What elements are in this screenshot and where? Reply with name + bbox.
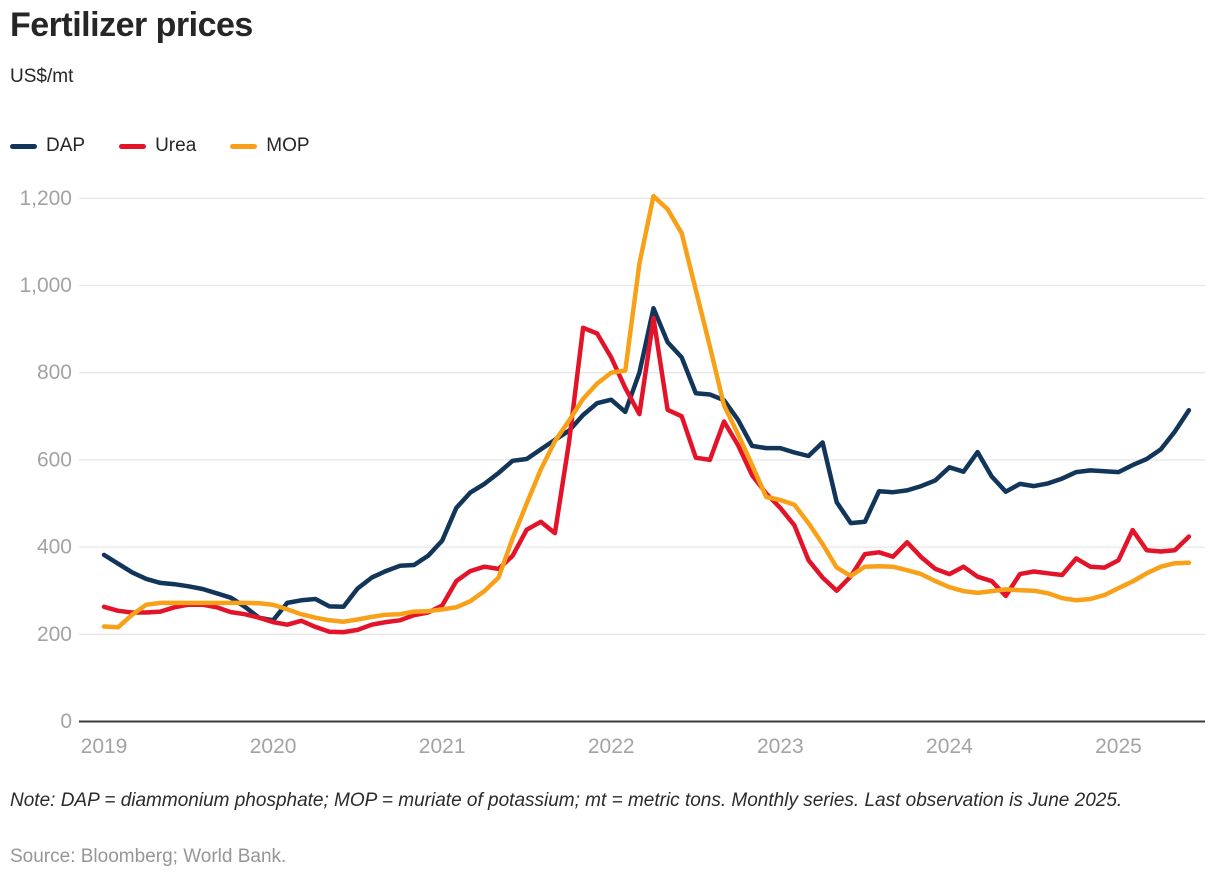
series-lines: [101, 193, 1192, 635]
y-tick-label: 1,200: [19, 187, 72, 210]
legend-label-dap: DAP: [46, 135, 86, 156]
x-tick-label: 2022: [588, 735, 635, 758]
x-tick-label: 2021: [419, 735, 466, 758]
axis-labels: 0 200 400 600 800 1,000 1,200 2019 2020 2021 2022 2…: [19, 187, 1141, 758]
dap-line-swatch: [10, 143, 37, 149]
legend-item-urea: Urea: [119, 135, 196, 157]
urea-series-line: [101, 315, 1192, 635]
gridlines: [79, 197, 1205, 723]
y-tick-label: 400: [37, 536, 72, 559]
x-tick-label: 2019: [81, 735, 128, 758]
source-line: Source: Bloomberg; World Bank.: [10, 846, 287, 867]
page-title: Fertilizer prices: [10, 6, 253, 44]
x-tick-label: 2023: [757, 735, 804, 758]
mop-line-swatch: [230, 143, 258, 149]
y-tick-label: 200: [37, 623, 72, 646]
y-tick-label: 600: [37, 448, 72, 471]
x-tick-label: 2024: [926, 735, 973, 758]
urea-line-swatch: [119, 143, 147, 149]
mop-series-line: [101, 193, 1192, 630]
y-tick-label: 800: [37, 361, 72, 384]
legend: DAP Urea MOP: [10, 135, 310, 157]
legend-label-urea: Urea: [155, 135, 197, 156]
legend-item-mop: MOP: [230, 135, 310, 157]
x-tick-label: 2020: [250, 735, 297, 758]
legend-item-dap: DAP: [10, 135, 85, 157]
x-tick-label: 2025: [1095, 735, 1142, 758]
y-tick-label: 0: [60, 710, 72, 733]
footnote: Note: DAP = diammonium phosphate; MOP = …: [10, 790, 1123, 811]
legend-label-mop: MOP: [266, 135, 310, 156]
y-axis-unit-label: US$/mt: [10, 66, 74, 87]
y-tick-label: 1,000: [19, 274, 72, 297]
dap-series-line: [101, 305, 1192, 623]
